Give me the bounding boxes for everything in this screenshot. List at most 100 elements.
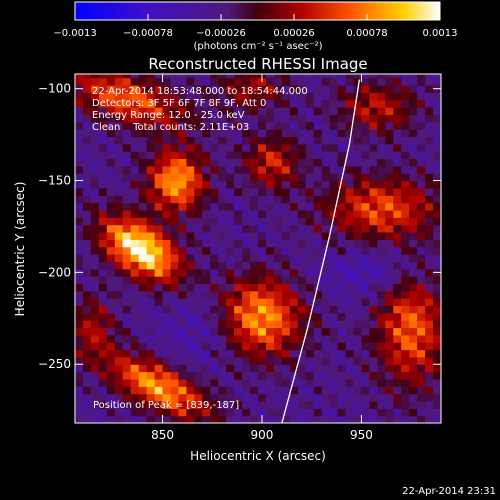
heatmap-cell [106, 180, 116, 189]
heatmap-cell [385, 129, 394, 138]
heatmap-cell [234, 74, 243, 79]
heatmap-cell [162, 283, 172, 292]
heatmap-cell [138, 349, 148, 358]
heatmap-cell [218, 99, 227, 108]
heatmap-cell [417, 202, 426, 211]
heatmap-cell [369, 320, 378, 329]
heatmap-cell [162, 254, 172, 262]
heatmap-cell [258, 378, 267, 387]
heatmap-cell [138, 232, 148, 240]
heatmap-cell [194, 224, 203, 233]
heatmap-cell [266, 195, 275, 204]
heatmap-cell [106, 187, 116, 196]
heatmap-cell [321, 334, 331, 343]
heatmap-cell [178, 320, 187, 329]
heatmap-cell [106, 74, 116, 79]
heatmap-cell [162, 187, 172, 196]
heatmap-cell [385, 151, 394, 160]
heatmap-cell [98, 173, 108, 182]
heatmap-cell [393, 401, 402, 409]
heatmap-cell [114, 342, 124, 351]
heatmap-cell [122, 276, 132, 285]
heatmap-cell [138, 254, 148, 262]
heatmap-cell [353, 151, 363, 160]
heatmap-cell [114, 136, 124, 145]
colorbar-units: (photons cm⁻² s⁻¹ asec⁻²) [193, 41, 322, 52]
heatmap-cell [114, 143, 124, 152]
heatmap-cell [361, 364, 370, 373]
heatmap-cell [122, 224, 132, 233]
heatmap-cell [146, 239, 156, 248]
heatmap-cell [361, 349, 370, 358]
heatmap-cell [433, 232, 441, 240]
heatmap-cell [345, 334, 355, 343]
heatmap-cell [409, 217, 418, 226]
heatmap-cell [425, 334, 434, 343]
heatmap-cell [401, 401, 410, 409]
heatmap-cell [329, 356, 339, 365]
heatmap-cell [361, 158, 370, 167]
heatmap-cell [417, 401, 426, 409]
heatmap-cell [114, 151, 124, 160]
heatmap-cell [75, 356, 84, 365]
heatmap-cell [106, 378, 116, 387]
heatmap-cell [361, 276, 370, 285]
heatmap-cell [98, 349, 108, 358]
heatmap-cell [170, 401, 180, 409]
heatmap-cell [425, 283, 434, 292]
heatmap-cell [122, 107, 132, 116]
heatmap-cell [361, 408, 370, 417]
heatmap-cell [393, 195, 402, 204]
heatmap-cell [90, 312, 100, 321]
heatmap-cell [75, 254, 84, 262]
heatmap-cell [250, 268, 259, 277]
heatmap-cell [114, 349, 124, 358]
heatmap-cell [433, 129, 441, 138]
heatmap-cell [305, 268, 315, 277]
heatmap-cell [377, 92, 386, 101]
heatmap-cell [369, 114, 378, 123]
heatmap-cell [377, 158, 386, 167]
heatmap-cell [234, 342, 243, 351]
heatmap-cell [218, 158, 227, 167]
heatmap-cell [178, 74, 187, 79]
heatmap-cell [75, 342, 84, 351]
heatmap-cell [281, 202, 291, 211]
heatmap-cell [258, 349, 267, 358]
heatmap-cell [210, 401, 219, 409]
heatmap-cell [138, 158, 148, 167]
heatmap-cell [329, 232, 339, 240]
heatmap-cell [345, 129, 355, 138]
heatmap-cell [401, 195, 410, 204]
heatmap-cell [154, 85, 164, 93]
heatmap-cell [305, 320, 315, 329]
heatmap-cell [393, 349, 402, 358]
heatmap-cell [226, 393, 235, 402]
heatmap-cell [194, 415, 203, 423]
heatmap-cell [106, 312, 116, 321]
heatmap-cell [242, 327, 251, 336]
heatmap-cell [194, 408, 203, 417]
heatmap-cell [83, 187, 92, 196]
heatmap-cell [337, 99, 347, 108]
heatmap-cell [250, 77, 259, 86]
heatmap-cell [313, 401, 323, 409]
heatmap-cell [393, 320, 402, 329]
heatmap-cell [186, 195, 195, 204]
heatmap-cell [98, 371, 108, 380]
heatmap-cell [90, 77, 100, 86]
heatmap-cell [106, 202, 116, 211]
heatmap-cell [321, 276, 331, 285]
heatmap-cell [146, 349, 156, 358]
heatmap-cell [194, 268, 203, 277]
heatmap-cell [417, 165, 426, 174]
heatmap-cell [242, 349, 251, 358]
heatmap-cell [162, 232, 172, 240]
heatmap-cell [202, 209, 211, 218]
heatmap-cell [234, 334, 243, 343]
heatmap-cell [273, 136, 283, 145]
heatmap-cell [321, 327, 331, 336]
heatmap-cell [218, 195, 227, 204]
heatmap-cell [194, 320, 203, 329]
heatmap-cell [194, 327, 203, 336]
